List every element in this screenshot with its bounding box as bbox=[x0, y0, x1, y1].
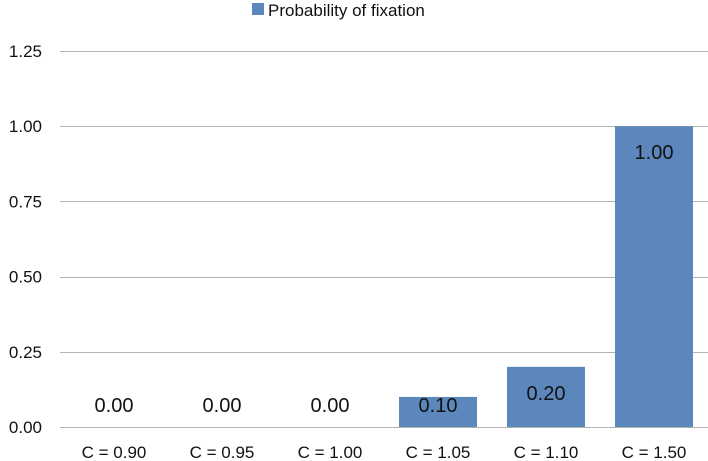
x-tick-label: C = 1.00 bbox=[298, 443, 363, 461]
y-tick-label: 0.00 bbox=[9, 418, 42, 437]
y-tick-label: 1.25 bbox=[9, 42, 42, 61]
y-tick-label: 1.00 bbox=[9, 117, 42, 136]
bar bbox=[399, 396, 477, 427]
legend-swatch bbox=[252, 3, 264, 15]
data-labels: 0.00 0.00 0.00 0.10 0.20 1.00 bbox=[95, 142, 674, 417]
gridlines bbox=[60, 51, 708, 428]
x-tick-label: C = 1.10 bbox=[514, 443, 579, 461]
legend-label: Probability of fixation bbox=[268, 1, 425, 20]
y-tick-label: 0.25 bbox=[9, 343, 42, 362]
x-tick-label: C = 0.90 bbox=[82, 443, 147, 461]
y-tick-label: 0.50 bbox=[9, 268, 42, 287]
data-label: 1.00 bbox=[635, 142, 674, 164]
data-label: 0.00 bbox=[95, 395, 134, 417]
data-label: 0.00 bbox=[203, 395, 242, 417]
x-tick-label: C = 1.50 bbox=[622, 443, 687, 461]
x-tick-label: C = 1.05 bbox=[406, 443, 471, 461]
data-label: 0.00 bbox=[311, 395, 350, 417]
y-tick-label: 0.75 bbox=[9, 192, 42, 211]
bars bbox=[399, 126, 693, 427]
data-label: 0.10 bbox=[419, 395, 458, 417]
data-label: 0.20 bbox=[527, 383, 566, 405]
y-axis-tick-labels: 0.00 0.25 0.50 0.75 1.00 1.25 bbox=[9, 42, 42, 437]
legend: Probability of fixation bbox=[252, 1, 425, 20]
x-tick-label: C = 0.95 bbox=[190, 443, 255, 461]
bar bbox=[507, 366, 585, 427]
x-axis-tick-labels: C = 0.90 C = 0.95 C = 1.00 C = 1.05 C = 1.10… bbox=[82, 443, 687, 461]
bar bbox=[615, 126, 693, 427]
